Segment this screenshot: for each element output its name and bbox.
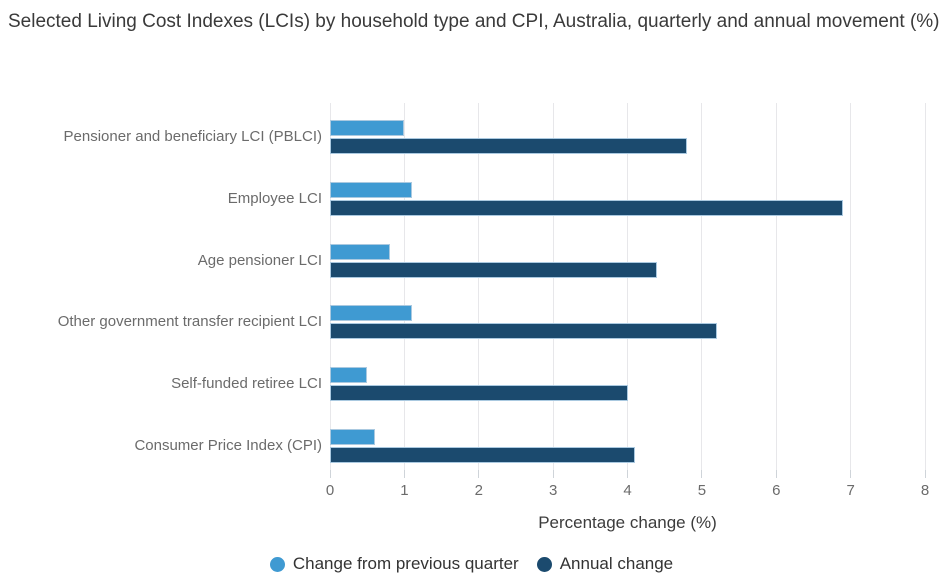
gridline — [850, 103, 852, 470]
category-label: Consumer Price Index (CPI) — [134, 437, 322, 454]
category-axis: Pensioner and beneficiary LCI (PBLCI) Emp… — [0, 103, 322, 470]
gridline — [403, 103, 405, 470]
gridline — [552, 103, 554, 470]
axis-tick — [701, 470, 703, 478]
axis-tick — [478, 470, 480, 478]
bar-quarterly-change[interactable] — [330, 429, 375, 445]
axis-tick — [403, 470, 405, 478]
chart-title: Selected Living Cost Indexes (LCIs) by h… — [8, 11, 940, 32]
legend-item-label: Annual change — [559, 554, 674, 573]
x-tick-label: 6 — [772, 482, 781, 499]
axis-tick — [850, 470, 852, 478]
x-tick-label: 8 — [920, 482, 930, 499]
legend-marker-quarterly-icon — [269, 556, 285, 572]
gridline — [701, 103, 703, 470]
bar-quarterly-change[interactable] — [330, 305, 412, 322]
category-label: Pensioner and beneficiary LCI (PBLCI) — [63, 128, 322, 145]
axis-tick — [552, 470, 554, 478]
gridline — [627, 103, 628, 470]
legend-item-annual[interactable]: Annual change — [536, 554, 674, 574]
legend-item-quarterly[interactable]: Change from previous quarter — [269, 554, 519, 574]
x-axis-title: Percentage change (%) — [538, 513, 717, 532]
bar-annual-change[interactable] — [330, 138, 687, 154]
legend-item-label: Change from previous quarter — [292, 554, 519, 573]
gridline — [478, 103, 480, 470]
bar-quarterly-change[interactable] — [330, 120, 405, 136]
gridline — [775, 103, 777, 470]
bar-annual-change[interactable] — [330, 323, 717, 340]
bar-quarterly-change[interactable] — [330, 367, 368, 384]
category-label: Employee LCI — [227, 189, 322, 207]
bar-annual-change[interactable] — [330, 261, 658, 278]
plot-area — [329, 103, 926, 470]
axis-tick — [775, 470, 777, 478]
x-axis: 0 1 2 3 4 5 6 7 8 — [326, 470, 929, 500]
x-tick-label: 1 — [400, 482, 409, 499]
legend-marker-annual-icon — [536, 556, 552, 572]
legend: Change from previous quarter Annual chang… — [0, 550, 943, 578]
bar-annual-change[interactable] — [330, 199, 844, 216]
axis-tick — [329, 470, 331, 478]
bar-annual-change[interactable] — [330, 447, 635, 463]
axis-tick — [924, 470, 926, 478]
x-tick-label: 7 — [846, 482, 855, 499]
category-label: Self-funded retiree LCI — [171, 375, 322, 393]
x-tick-label: 4 — [623, 482, 632, 499]
category-label: Age pensioner LCI — [197, 251, 322, 269]
x-tick-label: 0 — [325, 482, 335, 499]
x-tick-label: 5 — [697, 482, 707, 499]
bar-quarterly-change[interactable] — [330, 181, 412, 198]
bar-annual-change[interactable] — [330, 385, 628, 402]
x-tick-label: 3 — [548, 482, 558, 499]
axis-tick — [627, 470, 628, 478]
gridline — [924, 103, 926, 470]
gridline — [329, 103, 331, 470]
x-tick-label: 2 — [474, 482, 483, 499]
category-label: Other government transfer recipient LCI — [57, 313, 322, 331]
bar-quarterly-change[interactable] — [330, 243, 390, 260]
